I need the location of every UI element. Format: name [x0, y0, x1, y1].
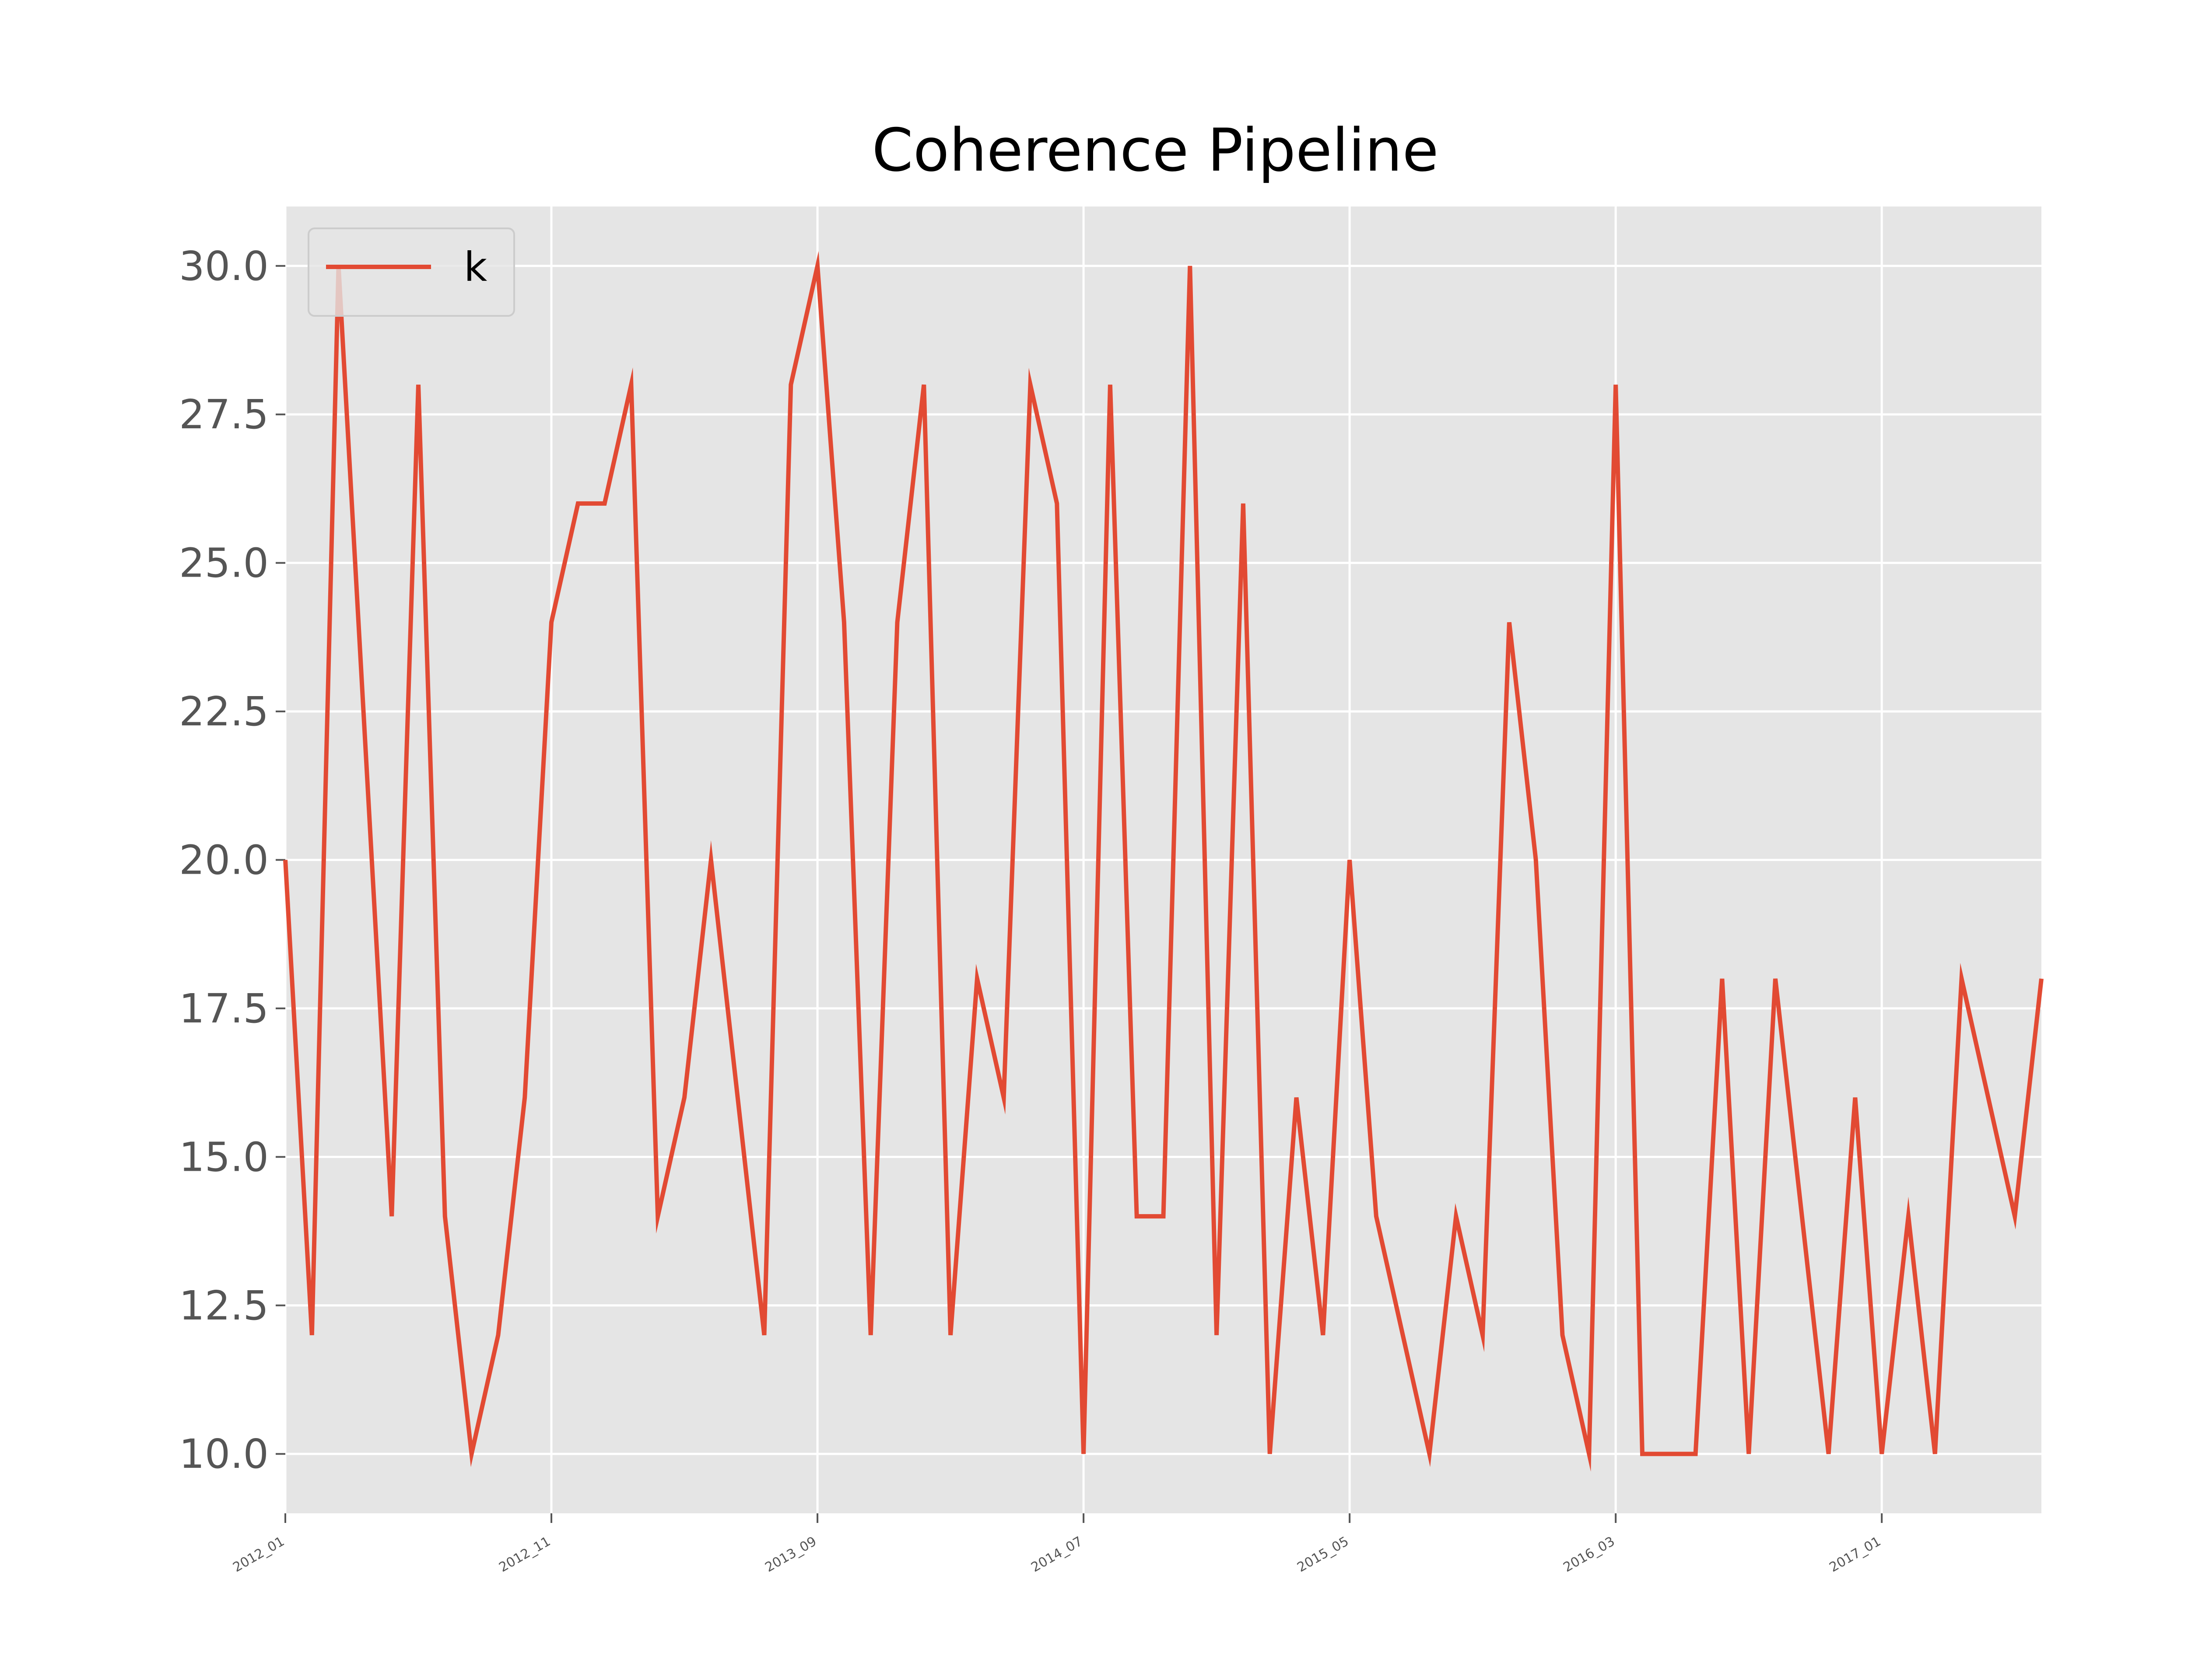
data-point	[949, 1334, 952, 1337]
data-point	[816, 265, 819, 267]
data-point	[1747, 1452, 1750, 1455]
data-point	[364, 740, 366, 742]
series-line-k	[283, 251, 2044, 1472]
y-tick-label: 17.5	[179, 985, 269, 1032]
data-point	[1215, 1334, 1218, 1337]
data-point	[1641, 1452, 1644, 1455]
data-point	[976, 977, 978, 980]
data-point	[1827, 1452, 1830, 1455]
data-point	[1721, 977, 1723, 980]
data-point	[1348, 859, 1351, 861]
series-layer	[283, 251, 2044, 1472]
data-point	[1428, 1452, 1431, 1455]
y-tick-label: 10.0	[179, 1431, 269, 1477]
data-point	[1029, 383, 1032, 386]
data-point	[1694, 1452, 1697, 1455]
data-point	[1269, 1452, 1271, 1455]
data-point	[1774, 977, 1777, 980]
legend: k	[308, 228, 515, 317]
data-point	[470, 1452, 473, 1455]
data-point	[1588, 1452, 1590, 1455]
data-point	[1508, 621, 1511, 623]
data-point	[736, 1096, 739, 1099]
data-point	[2013, 1215, 2016, 1218]
data-point	[1322, 1334, 1324, 1337]
data-point	[1907, 1215, 1910, 1218]
data-point	[843, 621, 845, 623]
data-point	[1668, 1452, 1670, 1455]
data-point	[284, 859, 287, 861]
data-point	[1561, 1334, 1564, 1337]
data-point	[577, 502, 579, 505]
data-point	[870, 1334, 872, 1337]
data-point	[1162, 1215, 1165, 1218]
data-point	[390, 1215, 393, 1218]
data-point	[1295, 1096, 1298, 1099]
data-point	[922, 383, 925, 386]
data-point	[1880, 1452, 1883, 1455]
y-tick-label: 22.5	[179, 688, 269, 735]
data-point	[710, 859, 712, 861]
data-point	[1003, 1096, 1005, 1099]
data-point	[1481, 1334, 1484, 1337]
data-point	[417, 383, 420, 386]
legend-box	[308, 228, 515, 317]
y-tick-labels: 10.0 12.5 15.0 17.5 20.0 22.5 25.0 27.5 30.0	[179, 243, 269, 1477]
y-tick-label: 27.5	[179, 391, 269, 438]
data-point	[1987, 1096, 1989, 1099]
data-point	[1455, 1215, 1457, 1218]
data-point	[683, 1096, 686, 1099]
data-point	[656, 1215, 659, 1218]
data-point	[497, 1334, 499, 1337]
data-point	[2040, 977, 2043, 980]
data-point	[896, 621, 899, 623]
data-point	[630, 383, 632, 386]
y-tick-label: 30.0	[179, 243, 269, 290]
data-point	[1854, 1096, 1856, 1099]
data-point	[603, 502, 606, 505]
data-point	[550, 621, 553, 623]
data-point	[523, 1096, 526, 1099]
data-point	[1375, 1215, 1378, 1218]
axis-ticks	[276, 265, 1883, 1523]
data-point	[311, 1334, 313, 1337]
data-point	[763, 1334, 766, 1337]
data-point	[789, 383, 792, 386]
data-point	[1109, 383, 1112, 386]
data-point	[1136, 1215, 1138, 1218]
chart-title: Coherence Pipeline	[872, 116, 1438, 185]
data-point	[1614, 383, 1617, 386]
data-point	[1960, 977, 1963, 980]
data-point	[1801, 1215, 1803, 1218]
y-tick-label: 12.5	[179, 1282, 269, 1329]
data-point	[1082, 1452, 1085, 1455]
y-tick-label: 25.0	[179, 540, 269, 587]
data-point	[1242, 502, 1245, 505]
data-point	[444, 1215, 446, 1218]
data-point	[1402, 1334, 1404, 1337]
data-point	[1535, 859, 1537, 861]
data-point	[1934, 1452, 1936, 1455]
data-point	[1189, 265, 1191, 267]
data-point	[1055, 502, 1058, 505]
y-tick-label: 15.0	[179, 1134, 269, 1180]
legend-label: k	[464, 244, 487, 290]
y-tick-label: 20.0	[179, 837, 269, 884]
